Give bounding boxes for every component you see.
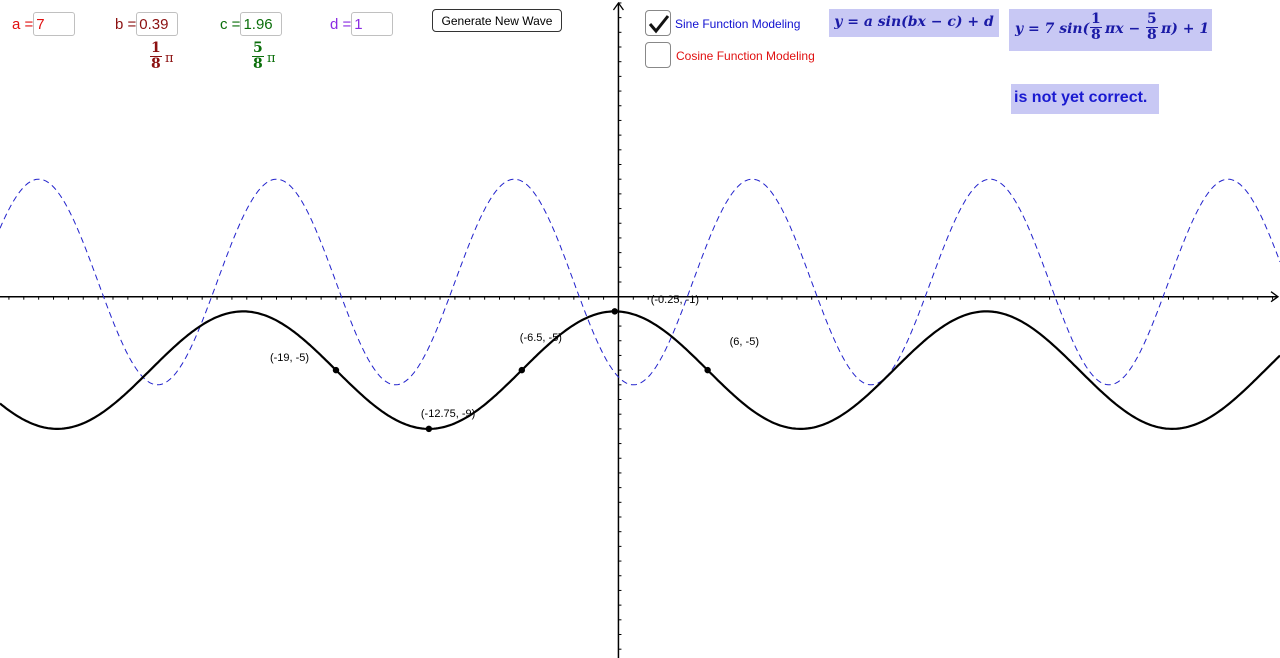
param-c-label: c = bbox=[220, 15, 241, 33]
status-message: is not yet correct. bbox=[1011, 84, 1159, 114]
point-label: (-12.75, -9) bbox=[420, 407, 476, 420]
param-b-fraction: 1 8 bbox=[150, 41, 162, 72]
param-d: d = bbox=[330, 12, 394, 36]
sine-modeling-checkbox[interactable] bbox=[645, 10, 671, 36]
formula-mid: πx − bbox=[1105, 21, 1141, 37]
point-label: (6, -5) bbox=[729, 336, 759, 349]
formula-suffix: π) + 1 bbox=[1161, 21, 1210, 37]
param-b-input[interactable] bbox=[136, 12, 179, 36]
x-axis-arrow bbox=[1270, 291, 1280, 303]
param-c-frac-num: 5 bbox=[252, 40, 264, 57]
wave-points bbox=[332, 308, 711, 433]
specific-formula: y = 7 sin( 1 8 πx − 5 8 π) + 1 bbox=[1009, 9, 1212, 51]
general-formula: y = a sin(bx − c) + d bbox=[829, 9, 999, 37]
param-d-input[interactable] bbox=[351, 12, 394, 36]
checkmark-icon bbox=[648, 15, 670, 34]
wave-point[interactable] bbox=[518, 366, 526, 374]
formula-frac-2: 5 8 bbox=[1146, 12, 1158, 43]
param-b: b = bbox=[115, 12, 179, 36]
param-c-frac-den: 8 bbox=[253, 56, 263, 72]
cosine-modeling-checkbox[interactable] bbox=[645, 42, 671, 68]
wave-point[interactable] bbox=[425, 425, 433, 433]
formula-frac-1-den: 8 bbox=[1091, 27, 1101, 43]
point-label: (-6.5, -5) bbox=[519, 332, 562, 345]
cosine-modeling-label: Cosine Function Modeling bbox=[676, 49, 815, 63]
student-sine-curve bbox=[0, 178, 1280, 386]
formula-frac-2-num: 5 bbox=[1146, 11, 1158, 28]
wave-point[interactable] bbox=[332, 366, 340, 374]
formula-prefix: y = 7 sin( bbox=[1015, 21, 1090, 37]
wave-point[interactable] bbox=[704, 366, 711, 374]
param-a-label: a = bbox=[12, 15, 34, 33]
param-c-pi: π bbox=[267, 51, 276, 66]
formula-frac-2-den: 8 bbox=[1147, 27, 1157, 43]
param-b-frac-den: 8 bbox=[151, 56, 161, 72]
point-label: (-0.25, -1) bbox=[650, 294, 700, 307]
formula-frac-1-num: 1 bbox=[1090, 11, 1102, 28]
param-c: c = bbox=[220, 12, 283, 36]
point-label: (-19, -5) bbox=[269, 352, 310, 365]
generate-new-wave-button[interactable]: Generate New Wave bbox=[432, 9, 562, 32]
param-b-pi: π bbox=[165, 51, 174, 66]
param-b-frac-num: 1 bbox=[150, 40, 162, 57]
param-b-label: b = bbox=[115, 15, 137, 33]
wave-point[interactable] bbox=[611, 308, 618, 315]
target-wave-curve bbox=[0, 310, 1280, 431]
formula-frac-1: 1 8 bbox=[1090, 12, 1102, 43]
param-c-input[interactable] bbox=[240, 12, 283, 36]
param-d-label: d = bbox=[330, 15, 352, 33]
param-c-fraction: 5 8 bbox=[252, 41, 264, 72]
param-a: a = bbox=[12, 12, 76, 36]
sine-modeling-label: Sine Function Modeling bbox=[675, 17, 801, 31]
param-a-input[interactable] bbox=[33, 12, 76, 36]
